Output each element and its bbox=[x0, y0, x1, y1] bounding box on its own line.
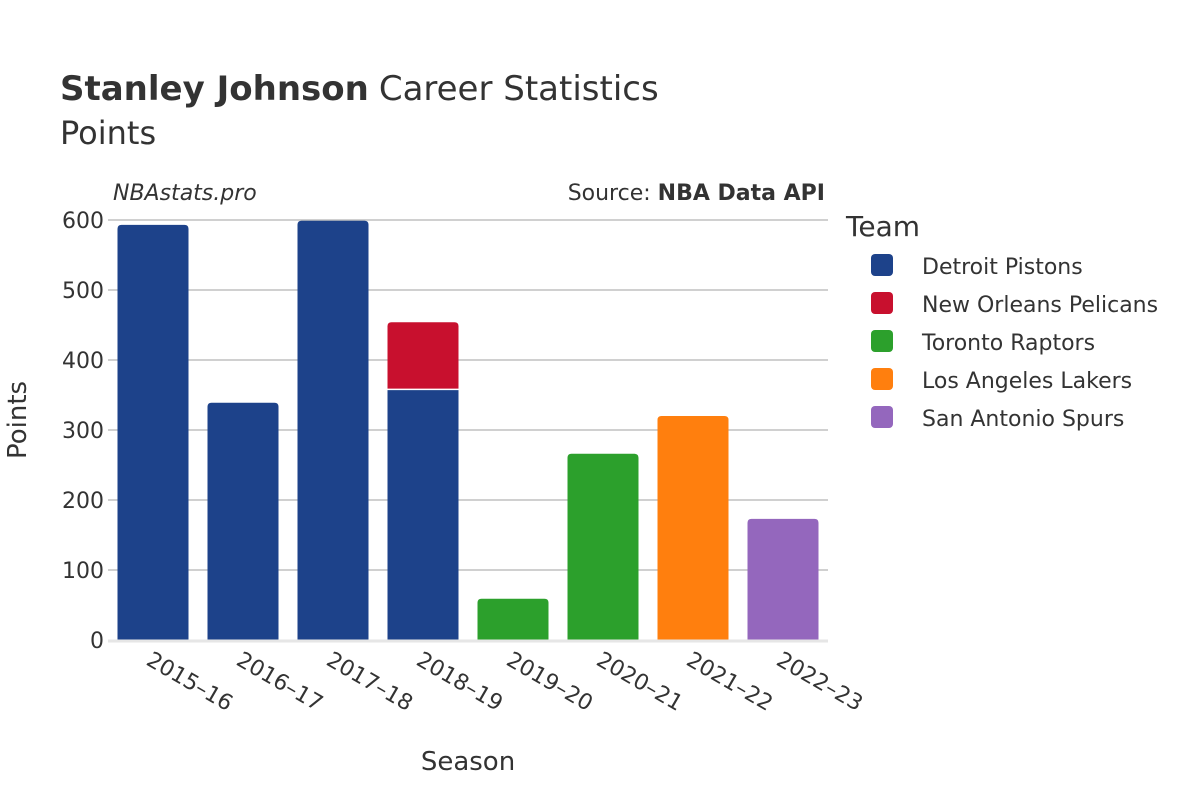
bar-segment[interactable] bbox=[297, 220, 369, 640]
x-tick-label: 2016–17 bbox=[232, 648, 327, 717]
y-tick-label: 500 bbox=[62, 279, 104, 304]
y-tick-label: 100 bbox=[62, 559, 104, 584]
legend-swatch[interactable] bbox=[871, 292, 893, 314]
legend-label[interactable]: Los Angeles Lakers bbox=[922, 369, 1132, 394]
bar-segment[interactable] bbox=[477, 598, 549, 640]
x-tick-label: 2015–16 bbox=[142, 648, 237, 717]
player-name: Stanley Johnson bbox=[60, 69, 369, 109]
bar-segment[interactable] bbox=[747, 518, 819, 640]
y-tick-label: 300 bbox=[62, 419, 104, 444]
legend-title: Team bbox=[845, 210, 920, 243]
x-tick-label: 2022–23 bbox=[772, 648, 867, 717]
legend-label[interactable]: Toronto Raptors bbox=[921, 331, 1095, 356]
legend-swatch[interactable] bbox=[871, 254, 893, 276]
x-tick-label: 2018–19 bbox=[412, 648, 507, 717]
y-tick-label: 200 bbox=[62, 489, 104, 514]
legend-swatch[interactable] bbox=[871, 368, 893, 390]
source-name: NBA Data API bbox=[658, 181, 825, 206]
legend: Team Detroit Pistons New Orleans Pelicans… bbox=[845, 210, 1158, 432]
bar-segment[interactable] bbox=[387, 322, 459, 390]
legend-label[interactable]: Detroit Pistons bbox=[922, 255, 1083, 280]
x-tick-label: 2019–20 bbox=[502, 648, 597, 717]
bar-segment[interactable] bbox=[117, 224, 189, 640]
legend-label[interactable]: San Antonio Spurs bbox=[922, 407, 1124, 432]
x-tick-label: 2021–22 bbox=[682, 648, 777, 717]
bar-segment[interactable] bbox=[567, 453, 639, 640]
chart-subtitle: Points bbox=[60, 114, 156, 152]
chart-title: Stanley Johnson Career Statistics bbox=[60, 69, 659, 109]
x-axis-title: Season bbox=[421, 747, 515, 777]
bar-segment[interactable] bbox=[207, 402, 279, 640]
source-prefix: Source: bbox=[568, 181, 658, 206]
legend-swatch[interactable] bbox=[871, 330, 893, 352]
x-tick-label: 2017–18 bbox=[322, 648, 417, 717]
x-tick-label: 2020–21 bbox=[592, 648, 687, 717]
legend-label[interactable]: New Orleans Pelicans bbox=[922, 293, 1158, 318]
title-suffix: Career Statistics bbox=[379, 69, 659, 109]
legend-swatch[interactable] bbox=[871, 406, 893, 428]
bar-segment[interactable] bbox=[657, 416, 729, 640]
y-tick-label: 600 bbox=[62, 209, 104, 234]
y-axis-title: Points bbox=[3, 381, 33, 459]
y-tick-label: 0 bbox=[90, 629, 104, 654]
bars bbox=[117, 220, 819, 640]
y-tick-label: 400 bbox=[62, 349, 104, 374]
site-credit: NBAstats.pro bbox=[113, 181, 257, 206]
source-credit: Source: NBA Data API bbox=[568, 181, 825, 206]
bar-segment[interactable] bbox=[387, 389, 459, 640]
